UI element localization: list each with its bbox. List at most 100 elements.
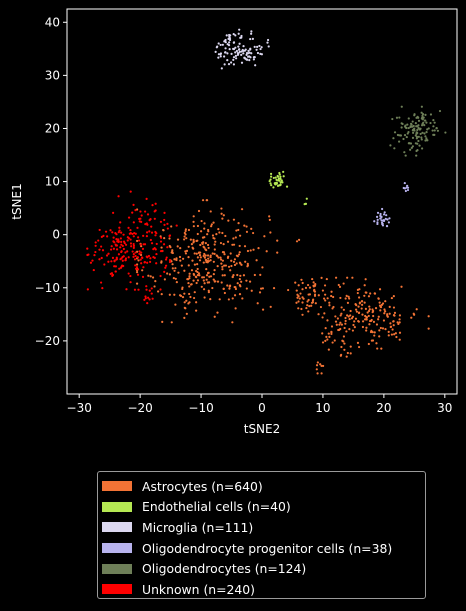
data-point <box>276 184 280 187</box>
data-point <box>220 207 223 210</box>
data-point <box>168 244 171 248</box>
data-point <box>375 323 379 326</box>
x-axis: −30 −20 −10 0 10 20 30 <box>67 394 452 415</box>
data-point <box>168 234 171 238</box>
data-point <box>339 296 342 300</box>
data-point <box>379 212 382 216</box>
data-point <box>252 248 255 251</box>
legend-swatch <box>102 584 132 595</box>
data-point <box>400 105 403 108</box>
data-point <box>196 267 199 271</box>
data-point <box>300 307 303 311</box>
data-point <box>239 274 242 277</box>
data-point <box>230 259 233 262</box>
data-point <box>346 301 350 304</box>
data-point <box>315 364 319 367</box>
data-point <box>414 142 417 145</box>
data-point <box>210 225 213 228</box>
data-point <box>233 258 237 261</box>
data-point <box>354 317 358 320</box>
data-point <box>252 231 255 235</box>
points-layer <box>86 28 447 375</box>
data-point <box>202 276 206 279</box>
data-point <box>369 292 372 295</box>
data-point <box>296 296 299 299</box>
data-point <box>119 258 122 261</box>
data-point <box>367 314 370 318</box>
data-point <box>248 280 252 283</box>
data-point <box>247 49 250 52</box>
data-point <box>372 314 375 318</box>
data-point <box>427 315 430 318</box>
data-point <box>212 273 215 276</box>
data-point <box>194 275 197 278</box>
data-point <box>135 282 139 285</box>
data-point <box>259 52 262 55</box>
data-point <box>223 253 226 256</box>
legend-swatch <box>102 501 132 512</box>
data-point <box>415 125 418 128</box>
data-point <box>269 178 272 181</box>
data-point <box>270 175 273 178</box>
data-point <box>134 251 137 254</box>
data-point <box>129 232 132 235</box>
data-point <box>196 256 199 259</box>
data-point <box>386 218 389 221</box>
data-point <box>140 262 143 265</box>
data-point <box>360 300 364 303</box>
data-point <box>349 352 352 355</box>
legend-item: Microglia (n=111) <box>102 517 425 538</box>
data-point <box>173 258 176 261</box>
data-point <box>267 45 270 48</box>
x-tick-label: 0 <box>258 401 266 415</box>
data-point <box>147 296 150 299</box>
data-point <box>113 241 116 244</box>
data-point <box>234 307 237 310</box>
data-point <box>116 240 119 243</box>
data-point <box>322 364 325 368</box>
data-point <box>423 132 426 135</box>
data-point <box>202 261 205 264</box>
data-point <box>351 276 354 279</box>
data-point <box>209 210 212 213</box>
data-point <box>155 252 158 256</box>
data-point <box>212 278 215 281</box>
data-point <box>403 151 406 154</box>
data-point <box>415 308 418 311</box>
data-point <box>237 45 240 48</box>
data-point <box>203 222 206 225</box>
data-point <box>224 234 227 238</box>
data-point <box>216 280 220 283</box>
data-point <box>321 332 324 335</box>
data-point <box>348 297 351 300</box>
data-point <box>204 258 207 261</box>
data-point <box>302 297 305 300</box>
data-point <box>209 255 212 259</box>
data-point <box>358 301 362 304</box>
data-point <box>120 231 123 234</box>
data-point <box>238 28 241 31</box>
data-point <box>119 237 122 240</box>
data-point <box>368 305 371 308</box>
data-point <box>315 368 318 371</box>
data-point <box>122 233 125 236</box>
data-point <box>266 38 270 42</box>
data-point <box>321 289 324 292</box>
data-point <box>279 181 282 184</box>
legend-label: Unknown (n=240) <box>142 581 256 597</box>
data-point <box>185 249 189 252</box>
data-point <box>175 257 178 260</box>
data-point <box>399 134 402 137</box>
data-point <box>243 56 246 60</box>
data-point <box>94 250 97 254</box>
data-point <box>233 285 236 289</box>
data-point <box>381 302 385 305</box>
data-point <box>335 323 338 326</box>
data-point <box>398 314 402 317</box>
data-point <box>319 363 322 366</box>
data-point <box>199 256 202 259</box>
data-point <box>363 318 367 321</box>
data-point <box>361 325 365 329</box>
data-point <box>168 260 172 264</box>
data-point <box>216 311 219 314</box>
